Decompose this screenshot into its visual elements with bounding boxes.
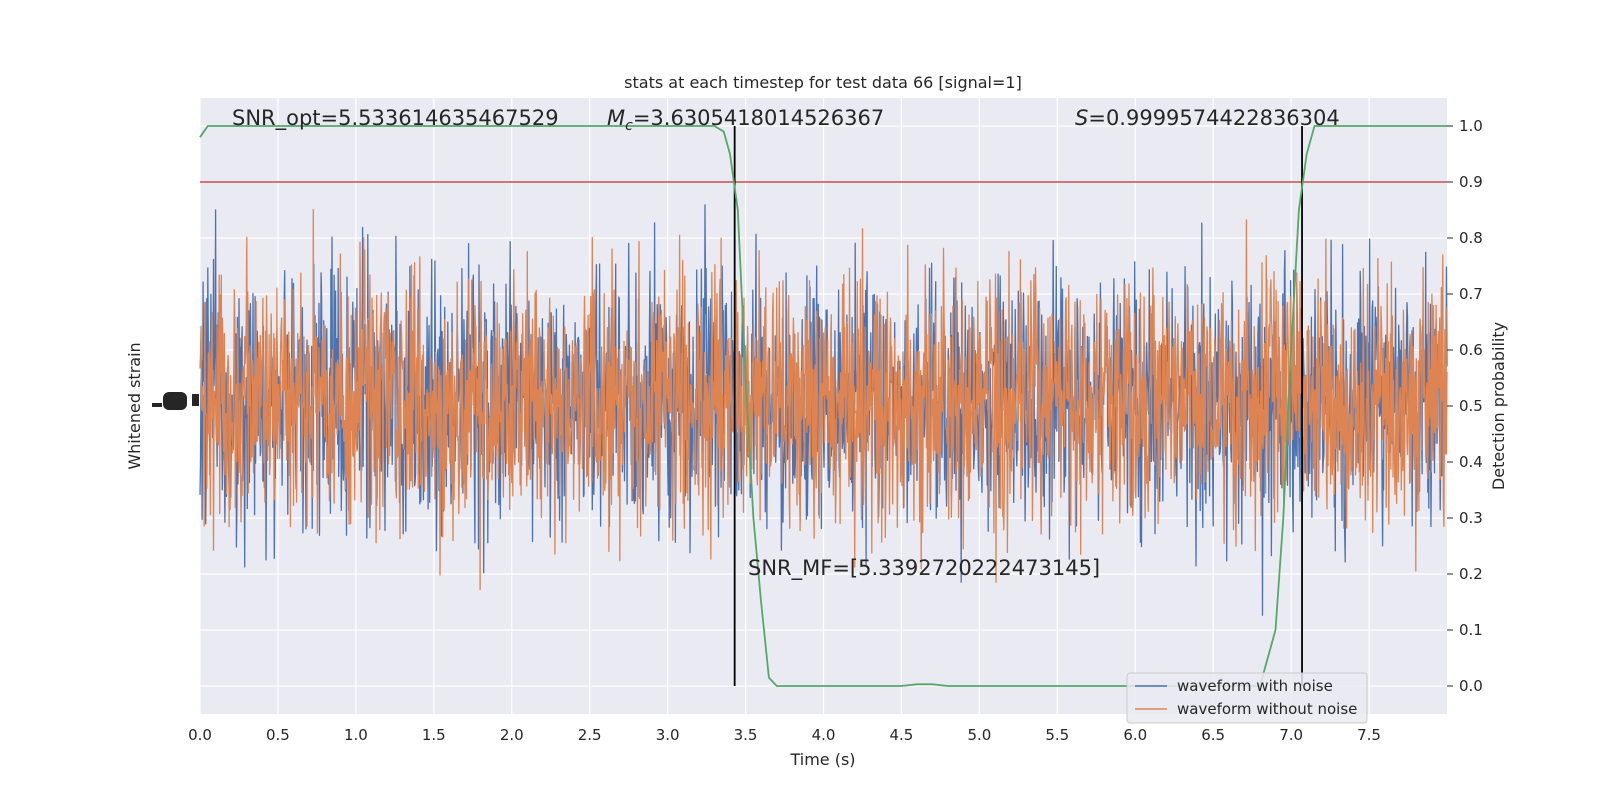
s-stat-value: =0.9999574422836304	[1088, 106, 1339, 130]
y-tick-label-0: 0.0	[1459, 677, 1483, 695]
legend-box	[1126, 672, 1368, 724]
x-tick-label-11: 5.5	[1045, 726, 1069, 744]
axes-text: stats at each timestep for test data 66 …	[125, 73, 1508, 769]
left-axis-label: Whitened strain	[125, 342, 144, 469]
chirp-mass-subscript: c	[625, 118, 633, 134]
x-tick-label-7: 3.5	[734, 726, 758, 744]
x-tick-label-5: 2.5	[578, 726, 602, 744]
s-stat-label: S=0.9999574422836304	[1075, 106, 1340, 130]
x-tick-label-2: 1.0	[344, 726, 368, 744]
y-tick-label-7: 0.7	[1459, 285, 1483, 303]
y-tick-label-5: 0.5	[1459, 397, 1483, 415]
chart-title: stats at each timestep for test data 66 …	[624, 73, 1022, 92]
strain-series	[199, 204, 1448, 616]
y-tick-label-6: 0.6	[1459, 341, 1483, 359]
probability-line	[199, 125, 1447, 687]
y-tick-label-10: 1.0	[1459, 117, 1483, 135]
x-tick-label-9: 4.5	[890, 726, 914, 744]
y-tick-label-2: 0.2	[1459, 565, 1483, 583]
x-tick-label-4: 2.0	[500, 726, 524, 744]
annotations: SNR_opt=5.533614635467529 Mc=3.630541801…	[232, 106, 1340, 581]
x-ticks: 0.0 0.5 1.0 1.5 2.0 2.5 3.0 3.5 4.0 4.5 5.0 5.5 6.0 6…	[188, 726, 1381, 744]
x-tick-label-14: 7.0	[1279, 726, 1303, 744]
snr-opt-label: SNR_opt=5.533614635467529	[232, 106, 559, 131]
x-tick-label-12: 6.0	[1123, 726, 1147, 744]
x-tick-label-10: 5.0	[967, 726, 991, 744]
x-tick-label-8: 4.0	[812, 726, 836, 744]
legend: waveform with noise waveform without noi…	[1126, 672, 1368, 724]
x-tick-label-3: 1.5	[422, 726, 446, 744]
y-tick-label-9: 0.9	[1459, 173, 1483, 191]
legend-label-with-noise: waveform with noise	[1177, 677, 1333, 695]
probability-series	[199, 125, 1447, 687]
x-tick-label-1: 0.5	[266, 726, 290, 744]
y-tick-label-4: 0.4	[1459, 453, 1483, 471]
x-tick-label-0: 0.0	[188, 726, 212, 744]
chirp-mass-value: =3.6305418014526367	[633, 106, 884, 130]
snr-mf-label: SNR_MF=[5.339272022247314​5]	[748, 556, 1100, 581]
s-stat-symbol: S	[1075, 106, 1088, 130]
y-tick-label-3: 0.3	[1459, 509, 1483, 527]
chirp-mass-symbol: M	[607, 106, 625, 130]
x-tick-label-15: 7.5	[1357, 726, 1381, 744]
right-axis-label: Detection probability	[1489, 322, 1508, 490]
x-tick-label-6: 3.0	[656, 726, 680, 744]
y-ticks-right: 0.0 0.1 0.2 0.3 0.4 0.5 0.6 0.7 0.8 0.9 1.0	[1447, 117, 1483, 695]
chirp-mass-label: Mc=3.6305418014526367	[607, 106, 884, 134]
strain-line-1	[199, 208, 1448, 591]
y-tick-label-1: 0.1	[1459, 621, 1483, 639]
x-axis-label: Time (s)	[789, 750, 855, 769]
left-tick-clutter	[152, 392, 199, 410]
y-tick-label-8: 0.8	[1459, 229, 1483, 247]
legend-label-without-noise: waveform without noise	[1177, 700, 1357, 718]
x-tick-label-13: 6.5	[1201, 726, 1225, 744]
